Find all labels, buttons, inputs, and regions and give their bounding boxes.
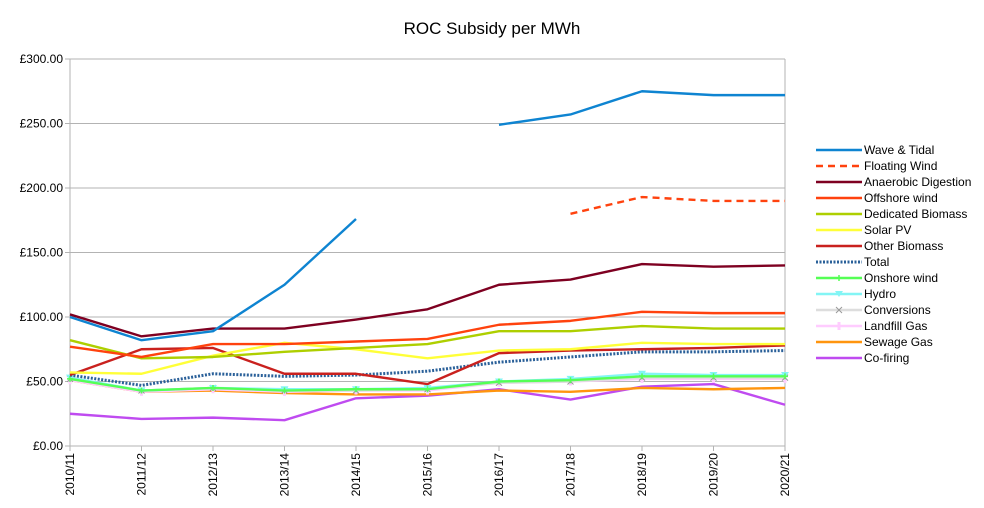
series-onshore-wind	[67, 373, 788, 394]
legend-item: Hydro	[816, 287, 896, 301]
y-axis-ticks: £0.00 £50.00 £100.00 £150.00 £200.00 £250.00 £…	[20, 52, 64, 453]
x-tick-label: 2011/12	[135, 453, 149, 496]
y-tick-label: £150.00	[20, 246, 64, 260]
legend-label: Solar PV	[864, 223, 911, 237]
series-line	[69, 310, 785, 359]
plus-marker	[836, 275, 842, 281]
x-tick-label: 2010/11	[63, 453, 77, 496]
x-marker	[835, 306, 843, 314]
legend-label: Dedicated Biomass	[864, 207, 967, 221]
legend-item: Other Biomass	[816, 239, 943, 253]
x-tick-label: 2019/20	[707, 453, 721, 497]
legend-item: Onshore wind	[816, 271, 938, 285]
y-tick-label: £200.00	[20, 181, 64, 195]
plus-marker	[353, 386, 359, 393]
legend-label: Offshore wind	[864, 191, 938, 205]
series-co-firing	[69, 382, 786, 422]
y-tick-label: £50.00	[26, 375, 63, 389]
plus-marker	[710, 373, 717, 380]
plus-marker	[281, 387, 288, 394]
x-tick-label: 2016/17	[492, 453, 506, 497]
legend-item: Co-firing	[816, 351, 909, 365]
series-line	[69, 218, 357, 342]
series-dedicated-biomass	[69, 324, 786, 360]
legend-label: Anaerobic Digestion	[864, 175, 971, 189]
legend-item: Offshore wind	[816, 191, 938, 205]
legend-label: Wave & Tidal	[864, 143, 934, 157]
y-tick-label: £100.00	[20, 310, 64, 324]
plus-marker	[567, 377, 574, 384]
plus-marker	[424, 386, 431, 393]
x-tick-label: 2014/15	[349, 453, 363, 497]
plus-marker	[782, 373, 788, 380]
series-line	[69, 262, 786, 338]
series-anaerobic-digestion	[69, 262, 786, 338]
series-total	[69, 349, 786, 387]
legend-label: Hydro	[864, 287, 896, 301]
series-wave-tidal	[69, 90, 786, 342]
legend-label: Sewage Gas	[864, 335, 933, 349]
series-offshore-wind	[69, 310, 786, 359]
legend-item: Anaerobic Digestion	[816, 175, 971, 189]
legend-item: Conversions	[816, 303, 931, 317]
legend-label: Total	[864, 255, 889, 269]
bar-marker	[837, 322, 841, 330]
y-tick-label: £0.00	[33, 439, 63, 453]
legend-item: Floating Wind	[816, 159, 937, 173]
series-floating-wind	[570, 195, 786, 215]
legend-label: Floating Wind	[864, 159, 937, 173]
legend-item: Total	[816, 255, 889, 269]
y-tick-label: £300.00	[20, 52, 64, 66]
chart-title: ROC Subsidy per MWh	[404, 19, 581, 38]
plus-marker	[138, 387, 145, 394]
gridlines	[65, 58, 785, 447]
legend-label: Landfill Gas	[864, 319, 927, 333]
series-line	[570, 195, 785, 215]
x-tick-label: 2020/21	[778, 453, 792, 497]
legend-label: Other Biomass	[864, 239, 943, 253]
y-tick-label: £250.00	[20, 117, 64, 131]
legend-item: Solar PV	[816, 223, 911, 237]
x-tick-label: 2017/18	[564, 453, 578, 497]
plus-marker	[67, 375, 73, 382]
plus-marker	[496, 378, 502, 385]
legend-item: Sewage Gas	[816, 335, 933, 349]
series-lines	[66, 90, 789, 422]
plus-marker	[639, 373, 645, 380]
x-tick-label: 2015/16	[421, 453, 435, 497]
series-line	[69, 324, 785, 360]
axes	[69, 59, 786, 451]
x-tick-label: 2012/13	[206, 453, 220, 497]
series-solar-pv	[69, 341, 786, 375]
x-tick-label: 2013/14	[278, 453, 292, 497]
legend-label: Conversions	[864, 303, 931, 317]
legend-item: Wave & Tidal	[816, 143, 934, 157]
legend: Wave & Tidal Floating Wind Anaerobic Diges…	[816, 143, 971, 365]
x-tick-label: 2018/19	[635, 453, 649, 497]
series-line	[498, 90, 785, 126]
legend-item: Landfill Gas	[816, 319, 927, 333]
legend-label: Co-firing	[864, 351, 909, 365]
legend-label: Onshore wind	[864, 271, 938, 285]
legend-item: Dedicated Biomass	[816, 207, 967, 221]
triangle-marker	[835, 291, 843, 297]
plus-marker	[210, 384, 216, 391]
x-axis-ticks: 2010/11 2011/12 2012/13 2013/14 2014/15 2015/…	[63, 446, 792, 496]
series-line	[69, 349, 786, 387]
